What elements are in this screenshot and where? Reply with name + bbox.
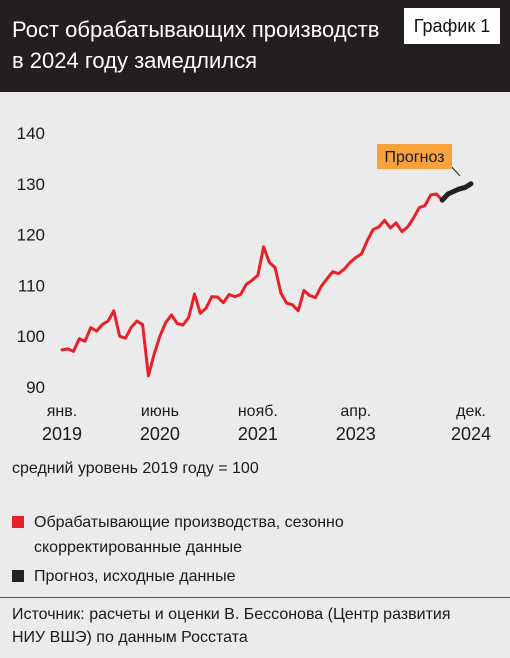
note: средний уровень 2019 году = 100 [12, 460, 259, 477]
x-tick-label: нояб. 2021 [238, 403, 278, 444]
x-tick-label: дек. 2024 [451, 403, 491, 444]
x-tick-label-line: 2024 [451, 424, 491, 444]
legend-swatch [12, 516, 24, 528]
x-tick-label-line: 2020 [140, 424, 180, 444]
x-tick-label-line: 2021 [238, 424, 278, 444]
legend-item: Прогноз, исходные данные [12, 564, 379, 589]
x-tick-label-line: апр. [340, 403, 371, 420]
legend-swatch [12, 570, 24, 582]
x-tick-label-line: июнь [141, 403, 179, 420]
x-tick-label: июнь 2020 [140, 403, 180, 444]
x-tick-label-line: нояб. [238, 403, 278, 420]
y-tick-label: 90 [26, 378, 45, 397]
legend-label: Прогноз, исходные данные [34, 568, 236, 585]
x-tick-label: апр. 2023 [336, 403, 376, 444]
y-tick-label: 120 [17, 226, 45, 245]
series-line [439, 181, 474, 203]
chart-title: Рост обрабатывающих производств в 2024 г… [12, 17, 380, 73]
badge: График 1 [404, 8, 500, 44]
y-tick-label: 110 [18, 276, 45, 295]
x-tick-label-line: дек. [456, 403, 486, 420]
y-tick-label: 140 [17, 124, 45, 143]
source: Источник: расчеты и оценки В. Бессонова … [12, 606, 451, 646]
x-tick-label-line: янв. [47, 403, 77, 420]
separator [0, 597, 510, 598]
legend: Обрабатывающие производства, сезонно ско… [12, 510, 392, 589]
y-tick-label: 100 [17, 327, 45, 346]
annotation: Прогноз [384, 149, 444, 166]
legend-item: Обрабатывающие производства, сезонно ско… [12, 510, 379, 560]
annotation-box [377, 144, 452, 169]
series-line [60, 192, 444, 378]
y-tick-label: 130 [17, 175, 45, 194]
x-tick-label-line: 2023 [336, 424, 376, 444]
x-tick-label: янв. 2019 [42, 403, 82, 444]
x-tick-label-line: 2019 [42, 424, 82, 444]
legend-label: Обрабатывающие производства, сезонно ско… [34, 514, 344, 556]
